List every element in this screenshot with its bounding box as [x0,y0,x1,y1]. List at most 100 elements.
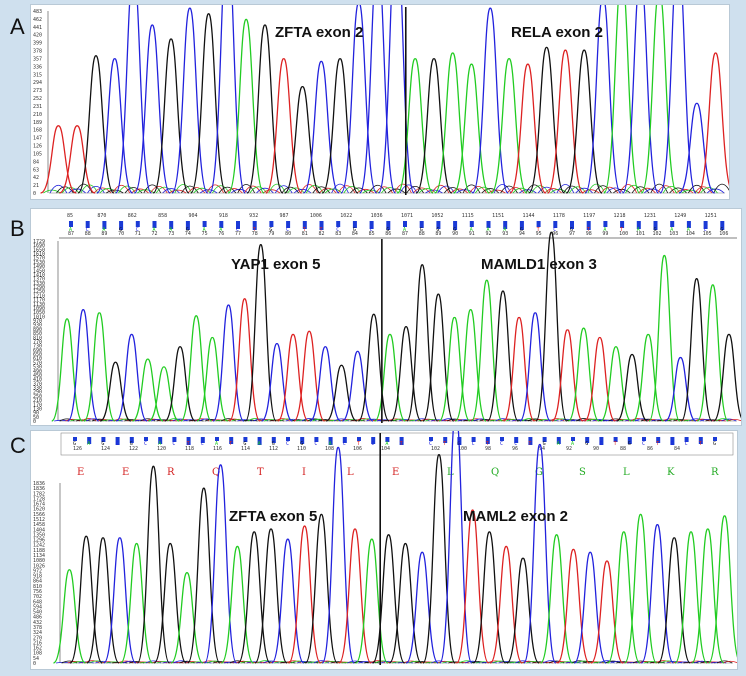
noise-peak [475,661,492,664]
y-tick-label: 1836 [33,486,45,492]
quality-bar [528,437,533,445]
position-number: 100 [619,231,628,237]
quality-bar [556,437,561,444]
noise-peak [102,419,118,422]
quality-bar [172,437,177,442]
noise-peak [537,186,556,194]
quality-bar [129,437,134,443]
y-tick-label: 250 [33,394,42,400]
quality-bar [169,221,174,229]
peak [171,7,209,194]
amino-acid: I [302,467,306,478]
y-axis-b: 1729169016501610157015301490145014101370… [33,239,737,425]
noise-peak [274,661,290,664]
noise-peak [488,189,506,194]
y-tick-label: 1350 [33,532,45,538]
base-call: C [286,441,289,447]
peak [680,278,713,422]
y-tick-label: 147 [33,136,42,142]
scan-number: 904 [188,213,197,219]
noise-peak [448,661,464,664]
quality-bar [202,221,207,227]
noise-peak [576,418,592,422]
noise-peak [559,661,576,664]
noise-peak [713,183,729,194]
base-call: A [153,227,156,233]
noise-peak [619,184,638,194]
label-zfta-exon2: ZFTA exon 2 [275,24,363,41]
peak [96,57,134,194]
quality-bar [627,437,632,444]
noise-peak [344,419,360,422]
amino-acid: G [535,467,543,478]
scan-number: 918 [219,213,228,219]
quality-bar [328,437,333,445]
peak [377,5,415,194]
base-call: A [687,227,690,233]
noise-peak [431,184,450,194]
base-call: C [500,441,503,447]
peak [567,327,600,422]
peak [196,336,229,422]
y-tick-label: 315 [33,72,42,78]
quality-bar [73,437,77,441]
base-call: C [343,441,346,447]
noise-peak [538,419,554,422]
y-tick-label: 1130 [33,302,45,308]
position-number: 89 [435,231,441,237]
quality-bar [720,221,725,230]
quality-bar [453,221,458,230]
y-tick-label: 170 [33,402,42,408]
quality-bar [115,437,120,445]
peak [664,356,697,422]
noise-peak [256,187,274,194]
noise-peak [575,187,593,194]
peak [472,531,506,664]
y-tick-label: 108 [33,651,42,657]
noise-peak [375,186,393,194]
noise-peak [532,661,548,664]
base-call: A [470,227,473,233]
position-number: 94 [539,446,545,452]
noise-peak [481,188,500,194]
noise-peak [243,185,262,194]
noise-peak [716,660,733,664]
y-tick-label: 1728 [33,496,45,502]
y-tick-label: 483 [33,9,42,15]
noise-peak [49,184,68,194]
noise-peak [598,419,613,422]
noise-peak [677,661,693,664]
base-call: T [303,227,306,233]
peak [438,316,471,422]
base-call: G [300,441,303,447]
base-call: T [443,441,446,447]
peak [341,350,374,422]
position-number: 82 [319,231,325,237]
peak [509,63,547,194]
noise-peak [391,661,408,664]
peak [551,329,584,422]
scan-number: 1178 [553,213,565,219]
noise-peak [99,188,117,194]
noise-peak [168,661,184,664]
peak [59,125,96,194]
position-number: 77 [235,231,241,237]
noise-peak [563,185,581,194]
y-tick-label: 1210 [33,293,45,299]
y-tick-label: 42 [33,175,39,181]
peak [180,315,213,422]
noise-peak [462,184,481,194]
y-tick-label: 1690 [33,243,45,249]
quality-bar [713,437,717,441]
noise-peak [356,188,375,194]
base-call: T [253,227,256,233]
noise-peak [650,183,669,194]
peak [338,528,372,664]
position-number: 84 [674,446,680,452]
header-frame [60,432,734,456]
quality-bar [200,437,205,443]
base-call: A [158,441,161,447]
y-tick-label: 1290 [33,285,45,291]
peak [321,446,355,664]
base-call: G [453,227,456,233]
